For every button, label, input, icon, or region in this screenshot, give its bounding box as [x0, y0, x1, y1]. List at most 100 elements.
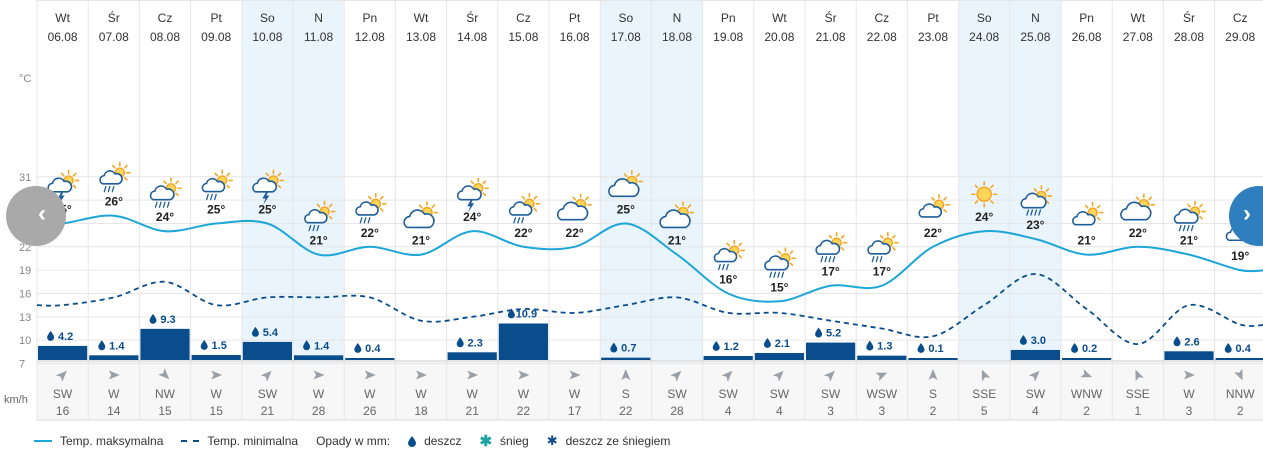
tmax-value: 21°	[1180, 234, 1198, 248]
rain-drop	[832, 256, 836, 263]
precipitation-label: 5.4	[251, 326, 279, 339]
precipitation-value: 1.5	[212, 340, 227, 352]
sun-ray	[789, 262, 794, 267]
cloud-shape	[403, 209, 435, 229]
sun-icon	[970, 180, 998, 208]
date-label: 28.08	[1174, 30, 1204, 44]
wind-arrow-icon	[518, 370, 530, 380]
wind-arrow-icon	[1028, 370, 1040, 382]
sun-ray	[1096, 204, 1101, 209]
precipitation-label: 1.3	[866, 340, 892, 353]
y-tick-label: 31	[19, 172, 31, 184]
wind-arrow-shape	[721, 370, 733, 382]
wind-direction: W	[364, 387, 376, 401]
sun-ray	[328, 203, 333, 208]
rain-drop	[820, 256, 824, 263]
wind-speed: 4	[776, 404, 783, 418]
tmax-value: 25°	[207, 202, 225, 216]
day-of-week-label: Pn	[721, 11, 736, 25]
rain-drop	[773, 271, 777, 278]
wind-arrow-shape	[1184, 370, 1195, 380]
rain-drop	[828, 256, 832, 263]
sun-ray	[974, 200, 979, 204]
legend-tmin: Temp. minimalna	[181, 434, 298, 448]
precipitation-bar	[908, 358, 958, 360]
precipitation-value: 4.2	[58, 331, 73, 343]
sun-ray	[1199, 215, 1203, 220]
day-of-week-label: Pt	[927, 11, 939, 25]
weekend-shade	[958, 0, 1010, 361]
raindrop-icon	[251, 326, 259, 337]
raindrop-icon	[456, 337, 464, 348]
wind-arrow-shape	[981, 369, 991, 382]
sun-cloud-icon	[556, 193, 592, 221]
raindrop-icon	[200, 339, 208, 350]
wind-arrow-icon	[569, 370, 581, 380]
precipitation-value: 0.1	[928, 343, 943, 355]
precipitation-label: 0.2	[1071, 343, 1097, 355]
precipitation-label: 0.1	[917, 343, 944, 355]
sun-ray	[891, 246, 896, 251]
day-of-week-label: So	[977, 11, 992, 25]
sun-ray	[572, 196, 577, 201]
raindrop-icon	[303, 340, 311, 351]
sun-cloud-heavy-rain-icon	[815, 231, 848, 263]
sun-ray	[943, 208, 947, 213]
sun-ray	[316, 203, 321, 208]
day-of-week-label: Pn	[1079, 11, 1094, 25]
raindrop-icon	[763, 337, 771, 348]
sun-ray	[265, 172, 270, 177]
y-tick-label: 16	[19, 288, 31, 300]
wind-direction: NNW	[1226, 387, 1255, 401]
wind-arrow-shape	[416, 370, 427, 380]
sun-ray	[72, 172, 77, 177]
rain-drop	[726, 263, 729, 271]
y-tick-label: 13	[19, 312, 31, 324]
previous-button[interactable]: ‹	[6, 186, 66, 246]
wind-direction: W	[569, 387, 581, 401]
lightning-bolt	[467, 199, 475, 213]
wind-speed: 14	[107, 404, 121, 418]
date-label: 29.08	[1225, 30, 1255, 44]
precipitation-bar	[38, 345, 88, 360]
day-of-week-label: So	[260, 11, 275, 25]
wind-arrow-icon	[1135, 369, 1144, 382]
lightning-bolt	[57, 191, 65, 205]
tmax-value: 26°	[105, 195, 123, 209]
wind-arrow-shape	[108, 370, 120, 380]
wind-arrow-shape	[518, 370, 530, 380]
day-of-week-label: Pt	[211, 11, 223, 25]
raindrop-icon	[1019, 334, 1027, 345]
precipitation-bar	[140, 328, 190, 360]
wind-arrow-shape	[1234, 368, 1243, 381]
wind-speed: 22	[619, 404, 633, 418]
tmax-value: 22°	[924, 226, 942, 240]
raindrop-icon	[815, 327, 823, 338]
wind-speed: 18	[414, 404, 428, 418]
sun-ray	[585, 196, 589, 201]
sun-ray	[226, 172, 231, 177]
day-of-week-label: Wt	[1130, 11, 1145, 25]
wind-arrow-icon	[1234, 368, 1243, 381]
precipitation-value: 0.7	[621, 343, 636, 355]
legend-mix-label: deszcz ze śniegiem	[565, 434, 671, 448]
wind-arrow-icon	[721, 370, 733, 382]
rain-drop	[781, 271, 785, 278]
wind-direction: WSW	[866, 387, 897, 401]
wind-direction: SSE	[972, 387, 996, 401]
sun-ray	[777, 250, 782, 255]
wind-arrow-icon	[108, 370, 120, 380]
precipitation-value: 0.4	[365, 343, 381, 355]
wind-arrow-shape	[928, 369, 938, 380]
sun-ray	[828, 234, 833, 239]
sun-ray	[60, 172, 65, 177]
sun-ray	[974, 184, 979, 189]
rain-drop	[214, 193, 217, 201]
day-of-week-label: Śr	[825, 10, 837, 25]
wind-direction: WNW	[1071, 387, 1103, 401]
precipitation-bar	[345, 358, 395, 360]
sun-cloud-rain-icon	[508, 193, 541, 224]
precipitation-label: 5.2	[815, 327, 841, 340]
wind-arrow-shape	[772, 370, 784, 382]
